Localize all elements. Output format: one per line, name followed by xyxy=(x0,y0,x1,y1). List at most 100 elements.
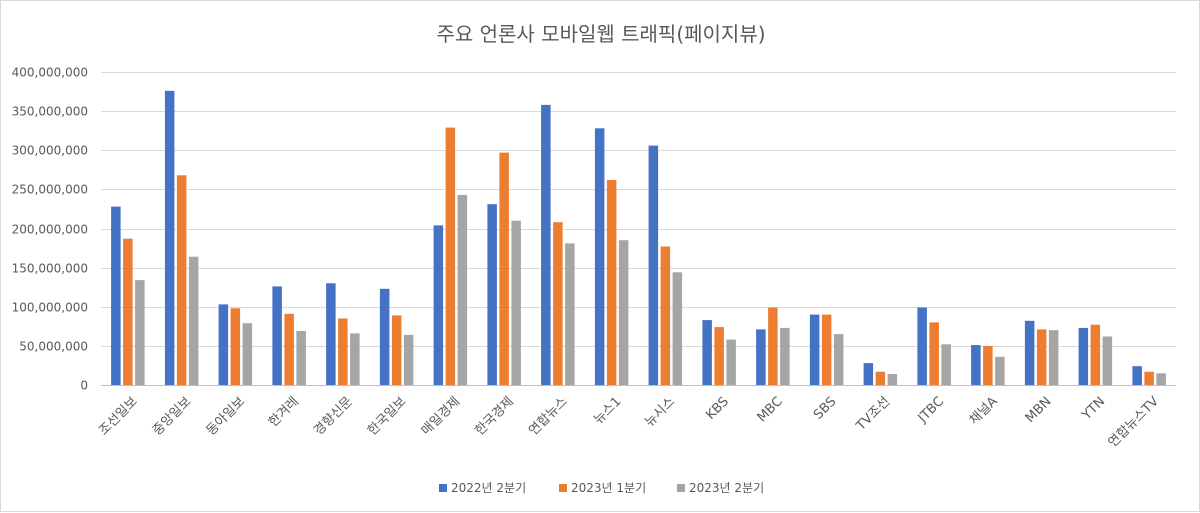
legend-entry-label: 2023년 2분기 xyxy=(689,481,764,495)
y-tick-label: 0 xyxy=(80,379,88,393)
legend-entry-label: 2023년 1분기 xyxy=(571,481,646,495)
y-tick-label: 350,000,000 xyxy=(12,105,88,119)
chart-title: 주요 언론사 모바일웹 트래픽(페이지뷰) xyxy=(436,22,765,46)
bar-채널A-2023년 1분기 xyxy=(983,345,993,385)
x-tick-label: 한겨레 xyxy=(266,394,302,430)
bar-JTBC-2023년 1분기 xyxy=(929,322,939,385)
bar-한겨레-2023년 1분기 xyxy=(284,313,294,385)
x-tick-label: 채널A xyxy=(967,394,1001,428)
bar-YTN-2023년 2분기 xyxy=(1102,336,1113,385)
legend-entry-label: 2022년 2분기 xyxy=(451,481,526,495)
bars xyxy=(111,90,1166,386)
bar-채널A-2022년 2분기 xyxy=(971,345,981,385)
bar-경향신문-2022년 2분기 xyxy=(326,283,336,385)
bar-뉴시스-2023년 1분기 xyxy=(660,246,671,385)
bar-MBN-2023년 2분기 xyxy=(1048,330,1059,385)
x-tick-label: JTBC xyxy=(915,394,947,426)
bar-뉴시스-2023년 2분기 xyxy=(672,272,683,385)
bar-MBN-2022년 2분기 xyxy=(1024,320,1035,385)
bar-매일경제-2022년 2분기 xyxy=(433,225,444,385)
bar-KBS-2023년 1분기 xyxy=(714,327,724,385)
bar-경향신문-2023년 2분기 xyxy=(350,333,360,385)
bar-채널A-2023년 2분기 xyxy=(995,356,1005,385)
x-tick-label: 조선일보 xyxy=(96,394,140,438)
x-tick-label: 연합뉴스 xyxy=(526,394,570,438)
bar-SBS-2023년 1분기 xyxy=(821,314,832,385)
bar-조선일보-2023년 1분기 xyxy=(123,238,133,385)
bar-한국일보-2023년 2분기 xyxy=(403,334,414,385)
bar-연합뉴스-2022년 2분기 xyxy=(541,104,551,386)
y-tick-label: 250,000,000 xyxy=(12,183,88,197)
bar-MBC-2023년 2분기 xyxy=(780,327,790,385)
bar-MBC-2023년 1분기 xyxy=(768,307,778,385)
bar-SBS-2023년 2분기 xyxy=(833,334,844,385)
bar-한겨레-2022년 2분기 xyxy=(272,286,282,385)
bar-한국경제-2022년 2분기 xyxy=(487,204,497,385)
x-tick-label: 한국경제 xyxy=(473,394,517,438)
bar-뉴스1-2023년 2분기 xyxy=(618,240,629,385)
bar-KBS-2023년 2분기 xyxy=(726,339,736,385)
y-tick-label: 100,000,000 xyxy=(12,301,88,315)
x-tick-label: 경향신문 xyxy=(311,394,355,438)
x-tick-label: MBC xyxy=(755,394,786,425)
bar-한국경제-2023년 2분기 xyxy=(511,220,521,385)
x-tick-label: SBS xyxy=(811,394,839,422)
bar-조선일보-2022년 2분기 xyxy=(111,206,121,385)
bar-SBS-2022년 2분기 xyxy=(809,314,820,385)
bar-MBN-2023년 1분기 xyxy=(1036,329,1047,385)
bar-YTN-2023년 1분기 xyxy=(1090,324,1101,385)
x-tick-label: 동아일보 xyxy=(204,394,248,438)
x-tick-label: 뉴스1 xyxy=(591,394,624,427)
bar-한겨레-2023년 2분기 xyxy=(296,331,306,385)
bar-뉴스1-2023년 1분기 xyxy=(606,180,617,385)
bar-연합뉴스TV-2023년 1분기 xyxy=(1144,371,1154,385)
bar-동아일보-2023년 2분기 xyxy=(242,323,253,385)
bar-TV조선-2023년 2분기 xyxy=(887,374,898,385)
bar-TV조선-2022년 2분기 xyxy=(863,363,874,385)
bar-JTBC-2023년 2분기 xyxy=(941,344,951,385)
x-tick-label: YTN xyxy=(1079,394,1108,423)
bar-뉴시스-2022년 2분기 xyxy=(648,145,659,385)
bar-연합뉴스-2023년 2분기 xyxy=(565,243,575,385)
x-axis-category-labels: 조선일보 중앙일보 동아일보 한겨레 경향신문 한국일보 매일경제 한국경제 연합뉴스 뉴스1 뉴시… xyxy=(96,394,1162,450)
bar-한국일보-2023년 1분기 xyxy=(391,315,402,385)
bar-KBS-2022년 2분기 xyxy=(702,320,712,385)
x-tick-label: 한국일보 xyxy=(365,394,409,438)
bar-중앙일보-2023년 2분기 xyxy=(188,256,199,385)
bar-연합뉴스TV-2022년 2분기 xyxy=(1132,366,1142,385)
x-tick-label: TV조선 xyxy=(853,394,893,434)
bar-TV조선-2023년 1분기 xyxy=(875,371,886,385)
y-axis-tick-labels: 0 50,000,000 100,000,000 150,000,000 200,000… xyxy=(12,66,88,393)
x-tick-label: 뉴시스 xyxy=(642,394,678,430)
y-tick-label: 400,000,000 xyxy=(12,66,88,80)
x-tick-label: 중앙일보 xyxy=(150,394,194,438)
x-tick-label: KBS xyxy=(703,394,732,423)
x-tick-label: 매일경제 xyxy=(419,394,463,438)
bar-JTBC-2022년 2분기 xyxy=(917,307,927,385)
gridlines xyxy=(101,72,1176,386)
legend: 2022년 2분기 2023년 1분기 2023년 2분기 xyxy=(439,481,764,495)
x-tick-label: 연합뉴스TV xyxy=(1106,394,1162,450)
y-tick-label: 300,000,000 xyxy=(12,144,88,158)
legend-swatch xyxy=(677,484,685,492)
bar-경향신문-2023년 1분기 xyxy=(338,318,348,385)
bar-동아일보-2023년 1분기 xyxy=(230,308,241,385)
bar-한국일보-2022년 2분기 xyxy=(379,288,390,385)
bar-한국경제-2023년 1분기 xyxy=(499,152,509,385)
bar-연합뉴스-2023년 1분기 xyxy=(553,222,563,385)
legend-swatch xyxy=(559,484,567,492)
legend-swatch xyxy=(439,484,447,492)
bar-동아일보-2022년 2분기 xyxy=(218,304,229,385)
bar-매일경제-2023년 1분기 xyxy=(445,127,456,385)
y-tick-label: 200,000,000 xyxy=(12,223,88,237)
bar-뉴스1-2022년 2분기 xyxy=(594,128,605,386)
bar-연합뉴스TV-2023년 2분기 xyxy=(1156,373,1166,385)
y-tick-label: 50,000,000 xyxy=(19,340,88,354)
bar-MBC-2022년 2분기 xyxy=(756,329,766,385)
bar-매일경제-2023년 2분기 xyxy=(457,194,468,385)
x-tick-label: MBN xyxy=(1023,394,1055,426)
bar-중앙일보-2022년 2분기 xyxy=(164,90,175,386)
bar-YTN-2022년 2분기 xyxy=(1078,327,1089,385)
